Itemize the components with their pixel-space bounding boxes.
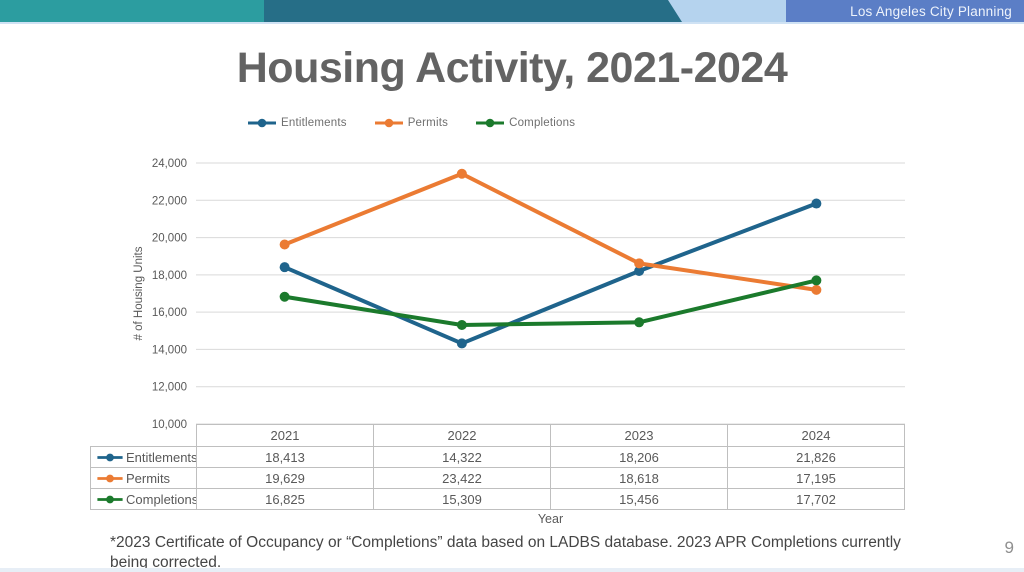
chart-legend: Entitlements Permits Completions xyxy=(247,117,575,129)
table-cell: 17,702 xyxy=(727,488,905,510)
year-header: 2024 xyxy=(727,424,905,447)
entitlements-line-marker-icon xyxy=(247,118,277,128)
row-label-cell: Entitlements xyxy=(90,446,197,468)
svg-text:16,000: 16,000 xyxy=(152,307,187,319)
legend-label: Permits xyxy=(407,117,449,129)
row-label-cell: Permits xyxy=(90,467,197,489)
banner-segment-darkteal xyxy=(264,0,682,22)
banner-segment-teal xyxy=(0,0,264,22)
table-cell: 19,629 xyxy=(196,467,374,489)
svg-text:20,000: 20,000 xyxy=(152,233,187,245)
banner-segment-periwinkle: Los Angeles City Planning xyxy=(786,0,1024,22)
table-cell: 15,309 xyxy=(373,488,551,510)
year-header: 2023 xyxy=(550,424,728,447)
svg-text:12,000: 12,000 xyxy=(152,382,187,394)
table-cell: 14,322 xyxy=(373,446,551,468)
table-cell: 16,825 xyxy=(196,488,374,510)
row-label-cell: Completions xyxy=(90,488,197,510)
year-header: 2021 xyxy=(196,424,374,447)
brand-text: Los Angeles City Planning xyxy=(850,3,1012,19)
completions-line-marker-icon xyxy=(475,118,505,128)
footnote: *2023 Certificate of Occupancy or “Compl… xyxy=(110,534,901,572)
table-cell: 17,195 xyxy=(727,467,905,489)
svg-text:14,000: 14,000 xyxy=(152,344,187,356)
page-number: 9 xyxy=(1004,538,1014,557)
entitlements-line-marker-icon xyxy=(96,453,124,462)
x-axis-label: Year xyxy=(537,512,564,526)
svg-text:# of Housing Units: # of Housing Units xyxy=(133,246,145,340)
table-row-permits: Permits 19,629 23,422 18,618 17,195 xyxy=(90,467,905,489)
permits-line-marker-icon xyxy=(96,474,124,483)
legend-label: Completions xyxy=(509,117,576,129)
table-cell: 18,206 xyxy=(550,446,728,468)
table-row-completions: Completions 16,825 15,309 15,456 17,702 xyxy=(90,488,905,510)
table-cell: 21,826 xyxy=(727,446,905,468)
permits-line-marker-icon xyxy=(374,118,404,128)
legend-item-entitlements: Entitlements xyxy=(247,117,347,129)
svg-text:10,000: 10,000 xyxy=(152,419,187,430)
table-corner-cell xyxy=(91,425,197,447)
svg-text:22,000: 22,000 xyxy=(152,195,187,207)
year-header: 2022 xyxy=(373,424,551,447)
table-cell: 18,618 xyxy=(550,467,728,489)
table-row-entitlements: Entitlements 18,413 14,322 18,206 21,826 xyxy=(90,446,905,468)
legend-label: Entitlements xyxy=(281,117,347,129)
page-title: Housing Activity, 2021-2024 xyxy=(236,44,788,92)
line-chart: 10,000 12,000 14,000 16,000 18,000 20,000 22,0… xyxy=(133,158,905,430)
legend-item-completions: Completions xyxy=(475,117,575,129)
bottom-edge-strip xyxy=(0,568,1024,572)
table-cell: 18,413 xyxy=(196,446,374,468)
top-banner: Los Angeles City Planning xyxy=(0,0,1024,24)
data-table: 2021 2022 2023 2024 Entitlements 18,413 … xyxy=(90,424,905,510)
completions-line-marker-icon xyxy=(96,495,124,504)
legend-item-permits: Permits xyxy=(374,117,448,129)
table-cell: 23,422 xyxy=(373,467,551,489)
svg-text:24,000: 24,000 xyxy=(152,158,187,170)
table-cell: 15,456 xyxy=(550,488,728,510)
svg-text:18,000: 18,000 xyxy=(152,270,187,282)
banner-segment-lightblue xyxy=(650,0,786,22)
table-header-row: 2021 2022 2023 2024 xyxy=(91,424,905,447)
